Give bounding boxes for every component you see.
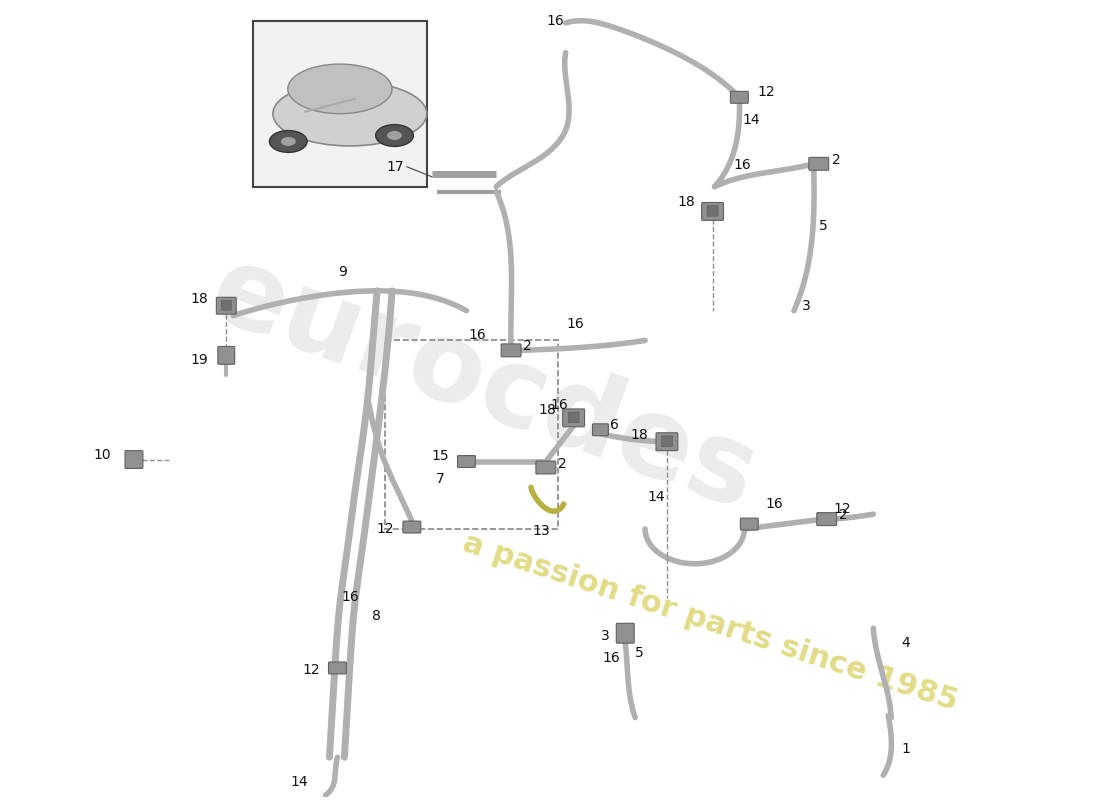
Text: 18: 18 (190, 292, 208, 306)
Text: 16: 16 (603, 651, 620, 665)
Text: 17: 17 (386, 160, 404, 174)
Text: 16: 16 (766, 497, 783, 511)
Text: 14: 14 (647, 490, 664, 504)
FancyBboxPatch shape (221, 300, 231, 310)
Text: 1: 1 (901, 742, 910, 756)
Bar (253, 21, 427, 186)
FancyBboxPatch shape (217, 298, 236, 314)
Text: 12: 12 (301, 663, 320, 677)
Text: 12: 12 (757, 86, 774, 99)
FancyBboxPatch shape (569, 412, 579, 422)
FancyBboxPatch shape (458, 455, 475, 467)
Text: 2: 2 (558, 457, 566, 470)
FancyBboxPatch shape (740, 518, 758, 530)
Text: 4: 4 (901, 636, 910, 650)
FancyBboxPatch shape (329, 662, 346, 674)
Text: 16: 16 (734, 158, 751, 172)
Text: 14: 14 (742, 113, 760, 127)
Text: 18: 18 (676, 194, 695, 209)
FancyBboxPatch shape (563, 409, 584, 426)
Bar (385, 341, 558, 529)
Text: 2: 2 (522, 339, 531, 354)
Ellipse shape (386, 130, 403, 141)
FancyBboxPatch shape (593, 424, 608, 436)
FancyBboxPatch shape (616, 623, 635, 643)
FancyBboxPatch shape (536, 461, 556, 474)
Text: 16: 16 (551, 398, 569, 412)
Text: 18: 18 (538, 403, 556, 417)
Text: 3: 3 (601, 630, 609, 643)
Text: 9: 9 (338, 265, 346, 279)
Ellipse shape (273, 82, 427, 146)
Text: 6: 6 (610, 418, 619, 432)
FancyBboxPatch shape (218, 346, 234, 364)
FancyBboxPatch shape (707, 206, 718, 216)
FancyBboxPatch shape (403, 521, 421, 533)
FancyBboxPatch shape (808, 158, 828, 170)
FancyBboxPatch shape (661, 436, 672, 446)
Text: 18: 18 (630, 428, 648, 442)
Ellipse shape (375, 125, 414, 146)
Text: 2: 2 (838, 508, 847, 522)
Text: 14: 14 (290, 775, 308, 789)
Ellipse shape (280, 137, 296, 146)
Text: 8: 8 (372, 610, 381, 623)
Text: 5: 5 (818, 219, 827, 234)
Text: 7: 7 (436, 472, 444, 486)
Text: 5: 5 (635, 646, 643, 660)
Ellipse shape (288, 64, 392, 114)
Text: a passion for parts since 1985: a passion for parts since 1985 (459, 528, 960, 716)
FancyBboxPatch shape (656, 433, 678, 450)
Ellipse shape (270, 130, 307, 152)
Text: 2: 2 (832, 153, 840, 167)
FancyBboxPatch shape (125, 450, 143, 469)
Text: 16: 16 (341, 590, 360, 603)
FancyBboxPatch shape (730, 91, 748, 103)
Text: 10: 10 (94, 447, 111, 462)
Text: 12: 12 (376, 522, 394, 536)
FancyBboxPatch shape (702, 202, 724, 220)
Text: 12: 12 (834, 502, 851, 516)
Text: 13: 13 (532, 524, 550, 538)
Text: 16: 16 (566, 317, 584, 330)
FancyBboxPatch shape (502, 344, 521, 357)
Text: eurocdes: eurocdes (197, 236, 771, 532)
FancyBboxPatch shape (817, 513, 837, 526)
Text: 16: 16 (546, 14, 563, 28)
Text: 16: 16 (469, 329, 486, 342)
Text: 15: 15 (431, 449, 449, 462)
Text: 3: 3 (802, 298, 811, 313)
Text: 19: 19 (190, 354, 208, 367)
